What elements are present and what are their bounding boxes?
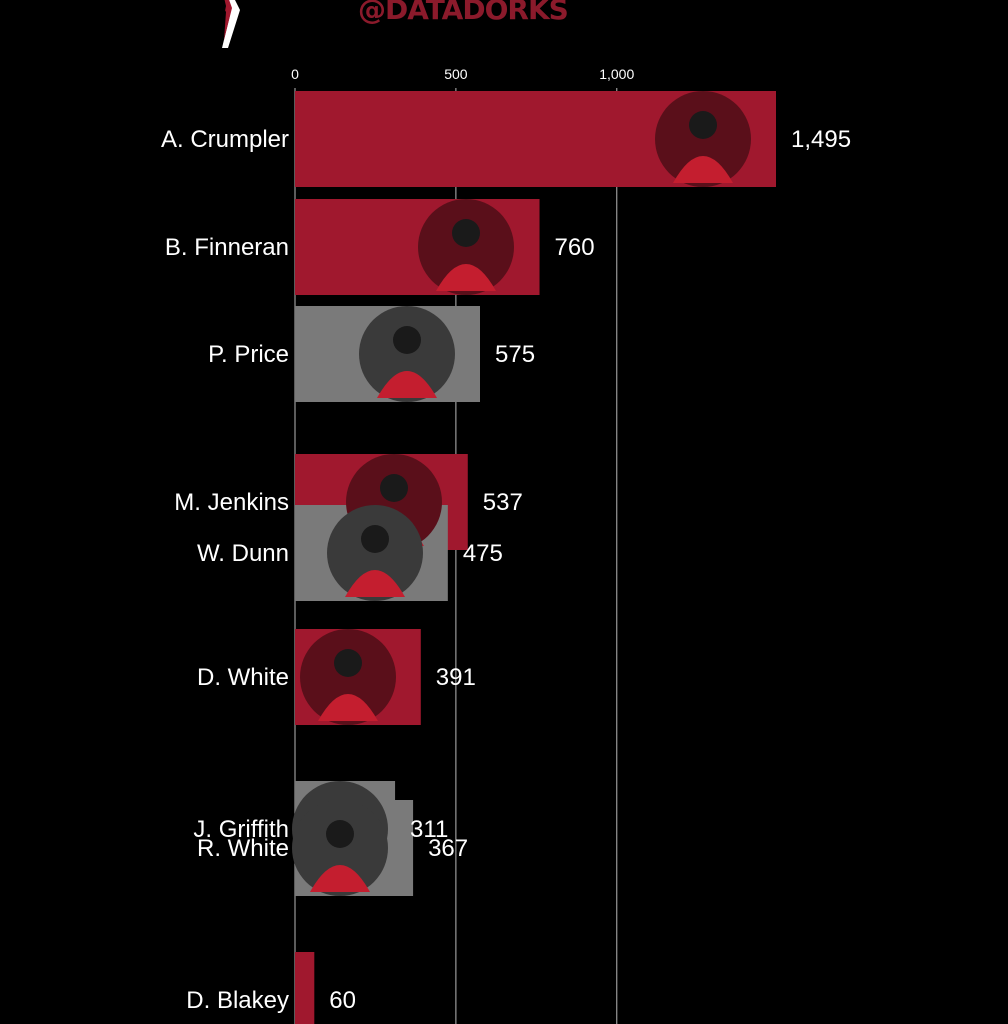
falcons-logo xyxy=(217,0,240,48)
player-photo-0 xyxy=(655,91,751,187)
category-label-4: W. Dunn xyxy=(197,540,289,567)
category-label-2: P. Price xyxy=(208,341,289,368)
player-photo-5 xyxy=(300,629,396,725)
category-label-6: J. Griffith xyxy=(193,816,289,843)
category-label-5: D. White xyxy=(197,664,289,691)
photo-layer xyxy=(292,91,751,896)
player-photo-4 xyxy=(327,505,423,601)
category-label-7: R. White xyxy=(197,835,289,862)
player-photo-2 xyxy=(359,306,455,402)
bar-8 xyxy=(295,952,315,1024)
value-label-4: 475 xyxy=(463,540,503,567)
x-tick-label-2: 1,000 xyxy=(599,66,634,82)
player-photo-7 xyxy=(292,800,388,896)
watermark: @DATADORKS xyxy=(358,0,569,26)
x-tick-label-0: 0 xyxy=(291,66,299,82)
value-label-5: 391 xyxy=(436,664,476,691)
tick-layer: 0 500 1,000 xyxy=(291,66,634,82)
value-label-6: 311 xyxy=(410,816,448,843)
label-layer: A. Crumpler 1,495 B. Finneran 760 P. Price 57… xyxy=(161,126,851,1014)
player-photo-1 xyxy=(418,199,514,295)
value-label-7: 367 xyxy=(428,835,468,862)
category-label-8: D. Blakey xyxy=(186,987,289,1014)
value-label-0: 1,495 xyxy=(791,126,851,153)
category-label-3: M. Jenkins xyxy=(174,489,289,516)
value-label-8: 60 xyxy=(329,987,356,1014)
category-label-0: A. Crumpler xyxy=(161,126,289,153)
value-label-2: 575 xyxy=(495,341,535,368)
x-tick-label-1: 500 xyxy=(444,66,468,82)
category-label-1: B. Finneran xyxy=(165,234,289,261)
value-label-3: 537 xyxy=(483,489,523,516)
value-label-1: 760 xyxy=(555,234,595,261)
